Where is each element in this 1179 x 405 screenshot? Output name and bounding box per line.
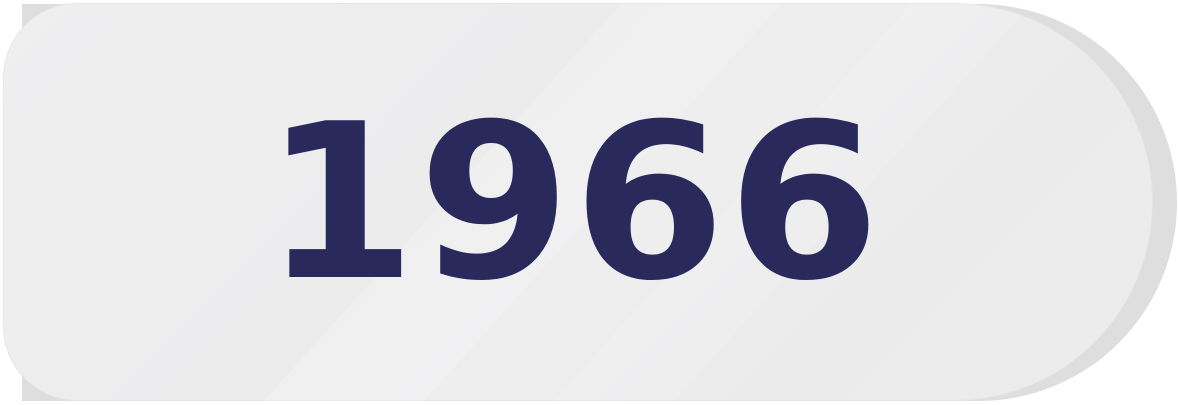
year-text: 1966 [263,76,883,328]
year-badge: 1966 [3,3,1153,401]
